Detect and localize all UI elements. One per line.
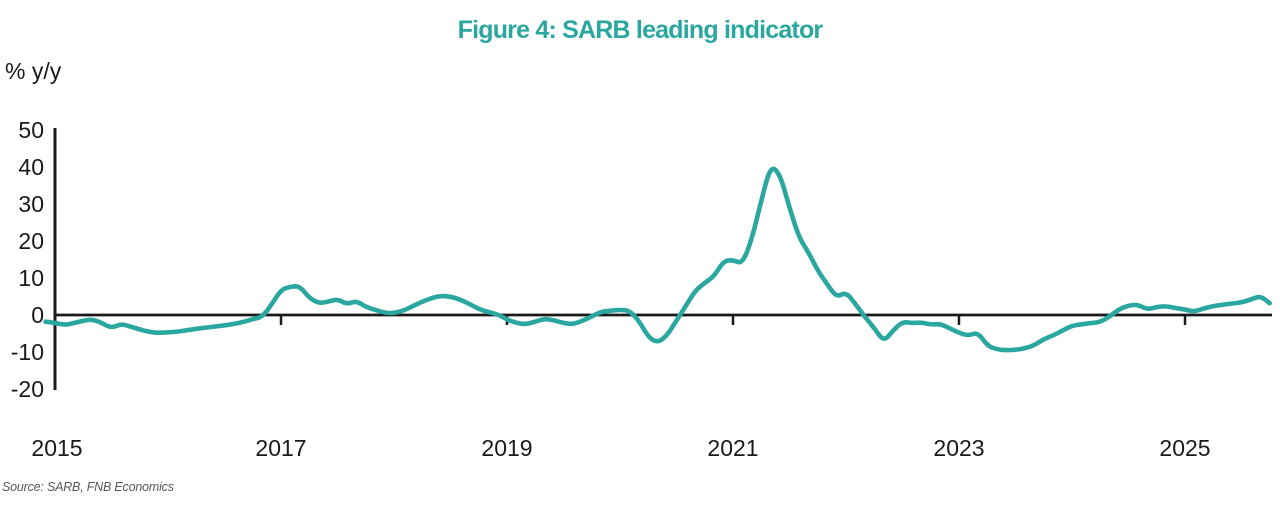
y-tick-label: 10 <box>18 265 44 291</box>
x-tick-label: 2015 <box>31 435 82 461</box>
y-axis-unit-label: % y/y <box>5 58 62 84</box>
x-tick-label: 2023 <box>933 435 984 461</box>
source-note: Source: SARB, FNB Economics <box>2 480 174 494</box>
y-tick-label: 30 <box>18 191 44 217</box>
x-tick-label: 2017 <box>255 435 306 461</box>
chart-title: Figure 4: SARB leading indicator <box>457 16 824 44</box>
y-tick-label: -20 <box>11 376 44 402</box>
x-tick-label: 2019 <box>481 435 532 461</box>
y-tick-label: 0 <box>31 302 44 328</box>
y-tick-label: -10 <box>11 339 44 365</box>
y-tick-label: 20 <box>18 228 44 254</box>
y-tick-label: 40 <box>18 154 44 180</box>
indicator-line <box>43 166 1272 353</box>
y-tick-label: 50 <box>18 117 44 143</box>
x-tick-label: 2021 <box>707 435 758 461</box>
x-tick-label: 2025 <box>1159 435 1210 461</box>
